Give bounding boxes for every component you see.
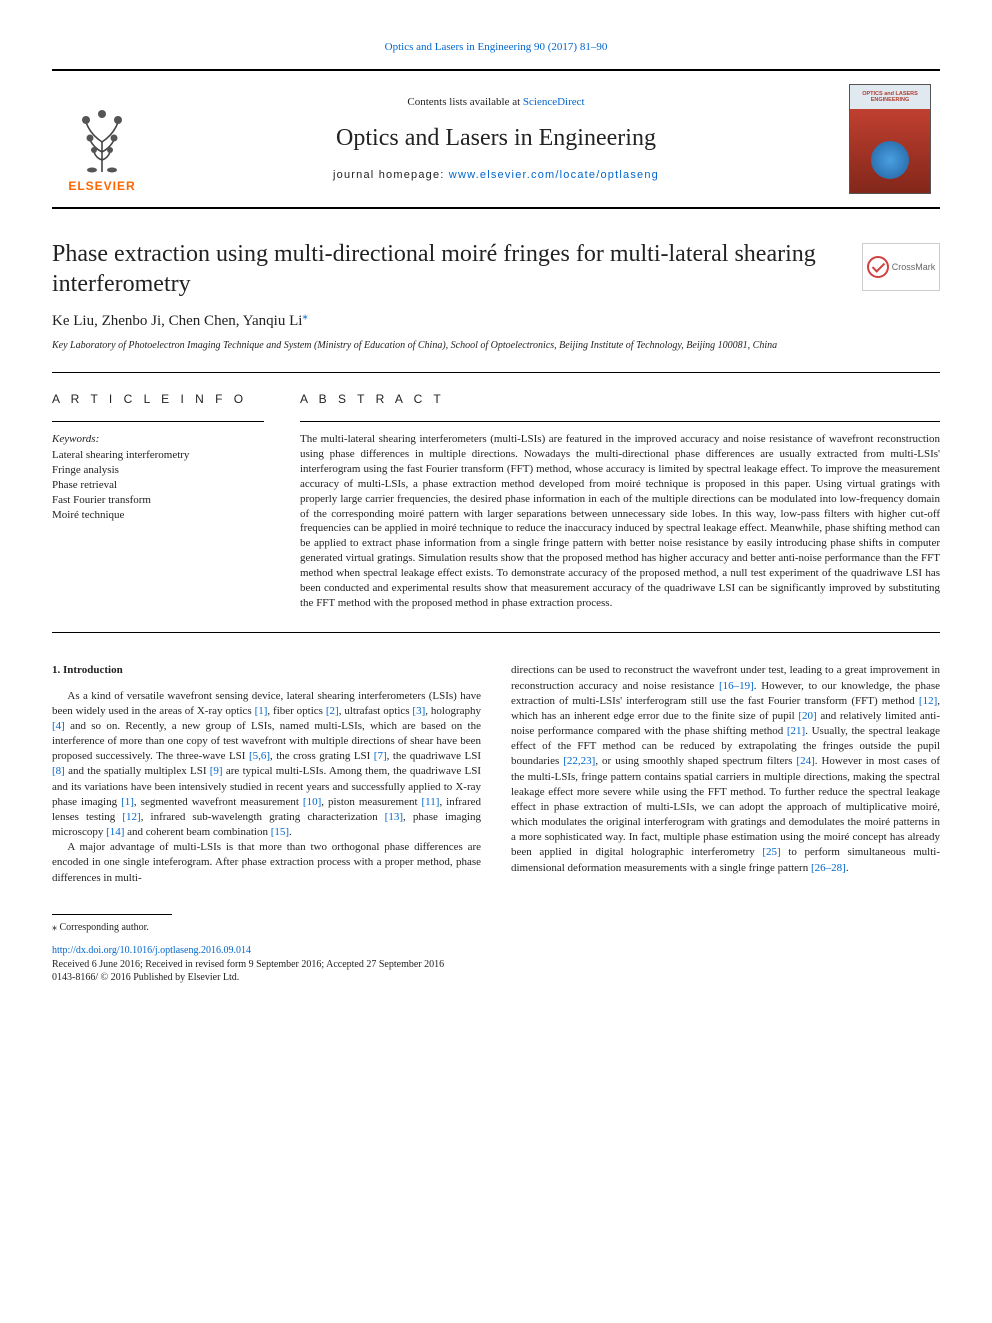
body-right-column: directions can be used to reconstruct th… xyxy=(511,663,940,885)
citation-link[interactable]: [7] xyxy=(374,750,387,762)
journal-cover-thumbnail: OPTICS and LASERS ENGINEERING xyxy=(849,84,931,194)
body-paragraph: As a kind of versatile wavefront sensing… xyxy=(52,689,481,841)
authors-line: Ke Liu, Zhenbo Ji, Chen Chen, Yanqiu Li⁎ xyxy=(52,309,940,331)
keyword-item: Moiré technique xyxy=(52,508,264,523)
body-text: , fiber optics xyxy=(267,705,325,717)
citation-link[interactable]: [20] xyxy=(798,710,816,722)
body-text: , the quadriwave LSI xyxy=(387,750,481,762)
keyword-item: Lateral shearing interferometry xyxy=(52,448,264,463)
doi-block: http://dx.doi.org/10.1016/j.optlaseng.20… xyxy=(52,944,940,985)
publisher-logo-cell: ELSEVIER xyxy=(52,71,152,207)
cover-cell: OPTICS and LASERS ENGINEERING xyxy=(840,71,940,207)
divider-bottom xyxy=(52,632,940,633)
author-names: Ke Liu, Zhenbo Ji, Chen Chen, Yanqiu Li xyxy=(52,313,302,329)
corresponding-author-marker[interactable]: ⁎ xyxy=(302,310,308,322)
elsevier-wordmark: ELSEVIER xyxy=(68,178,135,194)
body-text: . However in most cases of the multi-LSI… xyxy=(511,755,940,858)
info-abstract-row: A R T I C L E I N F O Keywords: Lateral … xyxy=(52,373,940,632)
body-text: , holography xyxy=(425,705,481,717)
cover-title-text: OPTICS and LASERS ENGINEERING xyxy=(854,91,926,103)
citation-link[interactable]: [26–28] xyxy=(811,862,846,874)
abstract-text: The multi-lateral shearing interferomete… xyxy=(300,432,940,610)
citation-link[interactable]: [2] xyxy=(326,705,339,717)
citation-link[interactable]: [12] xyxy=(122,811,140,823)
body-text: , or using smoothly shaped spectrum filt… xyxy=(595,755,796,767)
crossmark-label: CrossMark xyxy=(892,261,936,273)
body-text: , piston measurement xyxy=(321,796,421,808)
abstract-divider xyxy=(300,421,940,422)
citation-link[interactable]: [9] xyxy=(210,765,223,777)
body-text: and the spatially multiplex LSI xyxy=(65,765,210,777)
citation-link[interactable]: [16–19] xyxy=(719,680,754,692)
body-paragraph: directions can be used to reconstruct th… xyxy=(511,663,940,875)
section-heading: 1. Introduction xyxy=(52,663,481,678)
affiliation: Key Laboratory of Photoelectron Imaging … xyxy=(52,339,940,352)
homepage-line: journal homepage: www.elsevier.com/locat… xyxy=(160,168,832,183)
footnote-rule xyxy=(52,914,172,915)
body-text: , infrared sub-wavelength grating charac… xyxy=(141,811,385,823)
citation-link[interactable]: [12] xyxy=(919,695,937,707)
body-text: . xyxy=(846,862,849,874)
corresponding-author-footnote: ⁎ Corresponding author. xyxy=(52,921,940,935)
body-text: and coherent beam combination xyxy=(124,826,270,838)
cover-graphic-icon xyxy=(871,141,909,179)
crossmark-check-icon xyxy=(867,256,889,278)
doi-link[interactable]: http://dx.doi.org/10.1016/j.optlaseng.20… xyxy=(52,945,251,956)
abstract-column: A B S T R A C T The multi-lateral sheari… xyxy=(300,391,940,610)
info-divider xyxy=(52,421,264,422)
citation-link[interactable]: [14] xyxy=(106,826,124,838)
citation-link[interactable]: [8] xyxy=(52,765,65,777)
citation-link[interactable]: [13] xyxy=(385,811,403,823)
keyword-item: Fringe analysis xyxy=(52,463,264,478)
sciencedirect-link[interactable]: ScienceDirect xyxy=(523,96,585,108)
citation-link[interactable]: [22,23] xyxy=(563,755,595,767)
article-info-column: A R T I C L E I N F O Keywords: Lateral … xyxy=(52,391,264,610)
received-dates: Received 6 June 2016; Received in revise… xyxy=(52,959,444,970)
header-center: Contents lists available at ScienceDirec… xyxy=(152,71,840,207)
citation-link[interactable]: [4] xyxy=(52,720,65,732)
homepage-prefix: journal homepage: xyxy=(333,169,449,181)
copyright-line: 0143-8166/ © 2016 Published by Elsevier … xyxy=(52,972,239,983)
body-text: , ultrafast optics xyxy=(339,705,413,717)
elsevier-tree-icon xyxy=(72,104,132,174)
keyword-item: Phase retrieval xyxy=(52,478,264,493)
citation-link[interactable]: [21] xyxy=(787,725,805,737)
homepage-link[interactable]: www.elsevier.com/locate/optlaseng xyxy=(449,169,659,181)
body-text: , the cross grating LSI xyxy=(270,750,374,762)
citation-link[interactable]: [11] xyxy=(422,796,440,808)
contents-line: Contents lists available at ScienceDirec… xyxy=(160,95,832,110)
body-columns: 1. Introduction As a kind of versatile w… xyxy=(52,663,940,885)
body-text: , segmented wavefront measurement xyxy=(134,796,303,808)
journal-header: ELSEVIER Contents lists available at Sci… xyxy=(52,69,940,209)
body-left-column: 1. Introduction As a kind of versatile w… xyxy=(52,663,481,885)
citation-link[interactable]: [25] xyxy=(762,846,780,858)
top-citation: Optics and Lasers in Engineering 90 (201… xyxy=(52,40,940,55)
top-citation-link[interactable]: Optics and Lasers in Engineering 90 (201… xyxy=(385,41,608,53)
body-text: . xyxy=(289,826,292,838)
citation-link[interactable]: [1] xyxy=(121,796,134,808)
citation-link[interactable]: [15] xyxy=(271,826,289,838)
citation-link[interactable]: [3] xyxy=(412,705,425,717)
title-row: Phase extraction using multi-directional… xyxy=(52,239,940,299)
article-title: Phase extraction using multi-directional… xyxy=(52,239,846,299)
abstract-label: A B S T R A C T xyxy=(300,391,940,407)
citation-link[interactable]: [24] xyxy=(796,755,814,767)
contents-prefix: Contents lists available at xyxy=(407,96,522,108)
body-paragraph: A major advantage of multi-LSIs is that … xyxy=(52,840,481,886)
keyword-item: Fast Fourier transform xyxy=(52,493,264,508)
keywords-heading: Keywords: xyxy=(52,432,264,447)
crossmark-badge[interactable]: CrossMark xyxy=(862,243,940,291)
journal-name: Optics and Lasers in Engineering xyxy=(160,122,832,154)
citation-link[interactable]: [10] xyxy=(303,796,321,808)
citation-link[interactable]: [5,6] xyxy=(249,750,270,762)
elsevier-logo: ELSEVIER xyxy=(62,84,142,194)
article-info-label: A R T I C L E I N F O xyxy=(52,391,264,407)
citation-link[interactable]: [1] xyxy=(255,705,268,717)
